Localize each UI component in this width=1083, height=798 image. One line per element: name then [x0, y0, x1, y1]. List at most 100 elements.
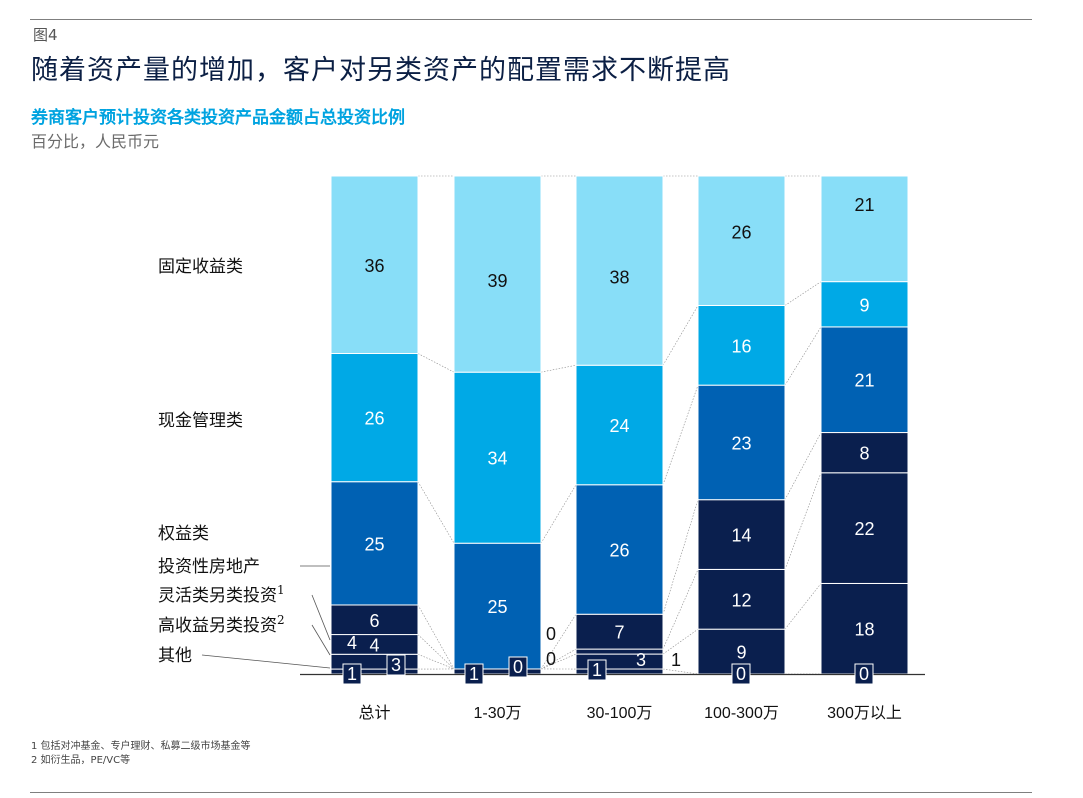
- legend-leader-line: [311, 594, 331, 641]
- value-label: 4: [347, 633, 357, 653]
- bar-segment: [330, 481, 419, 606]
- bar-segment: [820, 432, 909, 474]
- legend-label: 高收益另类投资2: [158, 613, 285, 636]
- category-label: 1-30万: [473, 705, 521, 722]
- connector-line: [417, 653, 455, 670]
- value-label: 0: [513, 657, 523, 677]
- connector-line: [784, 583, 822, 630]
- value-label: 25: [487, 597, 507, 617]
- value-label: 0: [859, 664, 869, 684]
- value-label: 38: [609, 268, 629, 288]
- bar-segment: [820, 175, 909, 283]
- bar-segment: [575, 364, 664, 486]
- bar-segment: [330, 175, 419, 355]
- bar-segment: [575, 648, 664, 655]
- value-label: 12: [731, 590, 751, 610]
- value-label: 6: [369, 611, 379, 631]
- bar-segment: [820, 582, 909, 675]
- footnote-2: 2 如衍生品，PE/VC等: [31, 755, 131, 766]
- connector-line: [662, 305, 699, 366]
- connector-line: [784, 432, 822, 500]
- value-label: 23: [731, 433, 751, 453]
- value-label: 9: [736, 643, 746, 663]
- connector-line: [662, 385, 699, 485]
- top-rule: [30, 19, 1032, 20]
- value-label: 0: [546, 624, 556, 644]
- value-label: 7: [614, 623, 624, 643]
- value-label: 14: [731, 526, 751, 546]
- value-label-box: [464, 663, 484, 685]
- value-label: 26: [364, 409, 384, 429]
- category-label: 300万以上: [827, 704, 902, 722]
- value-label: 1: [469, 664, 479, 684]
- bar-segment: [453, 542, 542, 670]
- bar-segment: [453, 371, 542, 544]
- connector-line: [784, 326, 822, 386]
- value-label-box: [386, 654, 406, 676]
- bar-segment: [575, 175, 664, 366]
- value-label: 39: [487, 271, 507, 291]
- connector-line: [540, 484, 577, 544]
- chart-title: 券商客户预计投资各类投资产品金额占总投资比例: [31, 108, 405, 128]
- connector-line: [662, 499, 699, 615]
- value-label-box: [854, 663, 874, 685]
- legend-leader-line: [201, 654, 331, 669]
- figure-number: 图4: [33, 26, 58, 44]
- bar-segment: [575, 484, 664, 615]
- value-label: 16: [731, 336, 751, 356]
- legend-footnote-mark: 1: [277, 583, 285, 597]
- connector-line: [784, 281, 822, 306]
- value-label: 24: [609, 416, 629, 436]
- value-label-box: [508, 656, 528, 678]
- legend-label: 其他: [158, 646, 192, 666]
- value-label: 36: [364, 256, 384, 276]
- category-label: 30-100万: [587, 705, 653, 722]
- legend-label: 灵活类另类投资1: [158, 583, 285, 606]
- footnotes: 1 包括对冲基金、专户理财、私募二级市场基金等 2 如衍生品，PE/VC等: [31, 740, 251, 768]
- value-label: 0: [546, 649, 556, 669]
- chart-unit: 百分比，人民币元: [31, 132, 160, 151]
- value-label: 0: [736, 664, 746, 684]
- bar-segment: [697, 499, 786, 570]
- value-label: 9: [859, 295, 869, 315]
- value-label: 4: [369, 635, 379, 655]
- value-label-box: [587, 659, 607, 681]
- value-label: 1: [671, 650, 681, 670]
- legend-leader-line: [311, 624, 331, 656]
- connector-line: [417, 353, 455, 373]
- value-label: 1: [592, 660, 602, 680]
- bar-segment: [330, 604, 419, 636]
- category-label: 总计: [358, 704, 390, 722]
- bar-segment: [330, 353, 419, 483]
- connector-line: [662, 569, 699, 650]
- value-label: 21: [854, 371, 874, 391]
- value-label: 18: [854, 620, 874, 640]
- value-label: 34: [487, 449, 507, 469]
- value-label: 25: [364, 534, 384, 554]
- value-label-box: [731, 663, 751, 685]
- value-label: 26: [609, 541, 629, 561]
- connector-line: [540, 364, 577, 373]
- legend-label: 权益类: [158, 524, 209, 544]
- legend-label: 固定收益类: [158, 257, 243, 277]
- connector-line: [784, 472, 822, 570]
- bar-segment: [820, 326, 909, 434]
- connector-line: [540, 648, 577, 670]
- value-label: 21: [854, 195, 874, 215]
- bar-segment: [575, 613, 664, 650]
- value-label: 3: [391, 655, 401, 675]
- legend-label: 投资性房地产: [158, 557, 260, 577]
- connector-line: [540, 653, 577, 670]
- legend-footnote-mark: 2: [277, 613, 285, 627]
- connector-line: [417, 604, 455, 670]
- connector-line: [540, 614, 577, 670]
- value-label: 3: [636, 650, 646, 670]
- connector-line: [662, 628, 699, 655]
- bar-segment: [697, 175, 786, 306]
- category-label: 100-300万: [704, 705, 779, 722]
- value-label: 22: [854, 519, 874, 539]
- stacked-bar-chart: 4625263625343972624389121423162618228219…: [158, 175, 925, 722]
- connector-line: [417, 634, 455, 670]
- bar-segment: [697, 304, 786, 386]
- value-label: 26: [731, 223, 751, 243]
